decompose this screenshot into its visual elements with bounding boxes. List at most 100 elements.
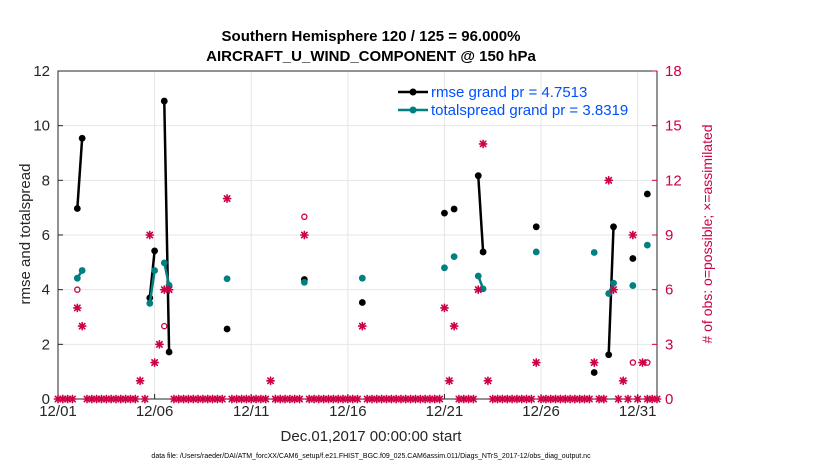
rmse-point — [479, 248, 487, 256]
x-tick-label: 12/01 — [39, 403, 77, 420]
spread-point — [532, 248, 540, 256]
obs-possible-marker — [629, 359, 637, 366]
spread-point — [223, 275, 231, 283]
rmse-point — [605, 351, 613, 359]
obs-assimilated-zero-marker — [295, 394, 304, 404]
x-tick-label: 12/11 — [233, 403, 269, 420]
spread-point — [610, 279, 617, 287]
obs-assimilated-marker — [145, 230, 155, 240]
obs-assimilated-marker — [440, 303, 449, 313]
y-right-tick-label: 0 — [665, 391, 673, 408]
obs-assimilated-zero-marker — [536, 394, 546, 404]
rmse-point — [474, 172, 482, 180]
rmse-point — [590, 369, 598, 376]
obs-assimilated-zero-marker — [241, 394, 251, 404]
obs-assimilated-zero-marker — [372, 394, 382, 404]
obs-assimilated-zero-marker — [652, 394, 662, 404]
y-left-tick-label: 0 — [42, 391, 50, 408]
obs-assimilated-marker — [449, 321, 459, 331]
rmse-point — [450, 205, 458, 213]
rmse-point — [223, 325, 231, 333]
spread-point — [78, 267, 86, 274]
obs-assimilated-zero-marker — [270, 394, 280, 404]
y-right-tick-label: 15 — [665, 118, 682, 135]
rmse-point — [532, 223, 540, 231]
obs-assimilated-zero-marker — [464, 394, 474, 404]
y-left-tick-label: 8 — [42, 172, 50, 189]
obs-assimilated-zero-marker — [130, 394, 140, 404]
obs-assimilated-marker — [164, 285, 174, 295]
rmse-point — [151, 247, 159, 255]
obs-assimilated-zero-marker — [642, 394, 652, 404]
obs-possible-marker — [161, 322, 168, 330]
obs-assimilated-zero-marker — [333, 394, 343, 404]
y-right-tick-label: 9 — [665, 227, 673, 244]
obs-assimilated-marker — [150, 358, 160, 367]
x-tick-label: 12/06 — [136, 403, 174, 420]
obs-assimilated-zero-marker — [343, 394, 353, 404]
rmse-point — [629, 255, 637, 262]
obs-layer — [53, 139, 662, 404]
legend-spread-marker — [409, 106, 417, 114]
obs-assimilated-zero-marker — [140, 394, 150, 404]
spread-point — [643, 241, 651, 249]
rmse-point — [441, 209, 448, 217]
obs-assimilated-marker — [299, 230, 309, 240]
obs-assimilated-zero-marker — [623, 394, 633, 404]
obs-assimilated-marker — [473, 285, 483, 295]
rmse-line-segment — [163, 101, 171, 353]
obs-assimilated-zero-marker — [584, 394, 594, 404]
x-tick-label: 12/31 — [619, 403, 657, 420]
y-axis-left-label: rmse and totalspread — [17, 164, 34, 305]
obs-assimilated-zero-marker — [261, 394, 271, 404]
obs-assimilated-zero-marker — [53, 394, 63, 404]
x-tick-label: 12/16 — [329, 403, 367, 420]
y-left-tick-label: 12 — [33, 63, 50, 80]
obs-assimilated-marker — [159, 285, 169, 295]
rmse-line-segment — [76, 138, 84, 209]
spread-point — [146, 299, 154, 307]
series-layer — [73, 97, 651, 376]
y-left-tick-label: 4 — [42, 282, 50, 299]
obs-possible-marker — [301, 213, 308, 221]
spread-line-segment — [163, 262, 171, 286]
spread-point — [629, 282, 637, 289]
y-left-tick-label: 2 — [42, 336, 50, 353]
obs-assimilated-marker — [135, 376, 145, 386]
obs-possible-marker — [74, 286, 81, 293]
spread-point — [300, 278, 308, 286]
obs-assimilated-marker — [589, 358, 599, 367]
obs-assimilated-marker — [444, 376, 454, 386]
spread-point — [450, 253, 458, 260]
y-right-tick-label: 12 — [665, 172, 682, 189]
rmse-point — [610, 223, 617, 231]
obs-assimilated-zero-marker — [353, 394, 362, 404]
rmse-point — [160, 97, 168, 105]
rmse-line-segment — [477, 175, 485, 253]
legend: rmse grand pr = 4.7513 totalspread grand… — [398, 84, 628, 119]
obs-assimilated-marker — [266, 376, 275, 386]
obs-assimilated-marker — [628, 230, 638, 240]
obs-assimilated-zero-marker — [502, 394, 512, 404]
obs-assimilated-zero-marker — [454, 394, 464, 404]
obs-assimilated-zero-marker — [527, 394, 536, 404]
obs-assimilated-zero-marker — [362, 394, 372, 404]
obs-assimilated-zero-marker — [68, 394, 77, 404]
obs-assimilated-zero-marker — [169, 394, 179, 404]
x-axis-label: Dec.01,2017 00:00:00 start — [281, 428, 463, 445]
obs-assimilated-zero-marker — [633, 394, 643, 404]
x-tick-label: 12/26 — [522, 403, 560, 420]
obs-assimilated-zero-marker — [599, 394, 609, 404]
obs-assimilated-zero-marker — [406, 394, 416, 404]
obs-assimilated-marker — [609, 285, 618, 295]
obs-assimilated-zero-marker — [217, 394, 227, 404]
rmse-point — [358, 299, 366, 306]
spread-point — [474, 272, 482, 280]
obs-possible-marker — [644, 359, 651, 366]
spread-point — [73, 274, 81, 282]
obs-assimilated-marker — [483, 376, 493, 386]
spread-point — [590, 249, 598, 256]
spread-point — [160, 259, 168, 267]
obs-assimilated-zero-marker — [613, 394, 623, 404]
y-right-tick-label: 18 — [665, 63, 682, 80]
